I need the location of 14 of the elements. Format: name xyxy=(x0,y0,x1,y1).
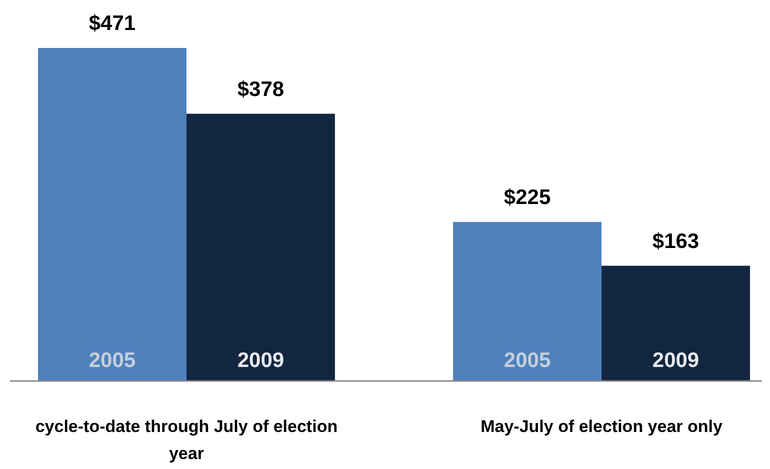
bar xyxy=(38,48,186,381)
x-tick-label: cycle-to-date through July of election year xyxy=(35,417,338,463)
data-label: $471 xyxy=(88,12,136,35)
bar xyxy=(453,222,602,381)
text: 2009 xyxy=(652,349,700,372)
bar xyxy=(602,266,750,381)
series-label: 2009 xyxy=(237,349,284,372)
x-tick-label: May-July of election year only xyxy=(480,417,723,436)
data-label: $225 xyxy=(504,186,551,209)
series-label: 2005 xyxy=(88,349,136,372)
text: 2005 xyxy=(504,349,551,372)
data-label: $163 xyxy=(652,230,700,253)
bar xyxy=(186,114,335,381)
data-label: $378 xyxy=(237,78,284,101)
